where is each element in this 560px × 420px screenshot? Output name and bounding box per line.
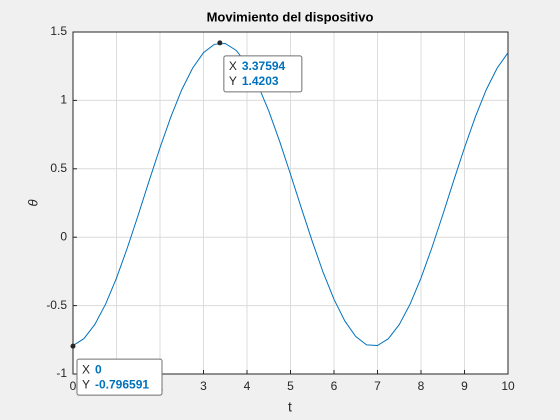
x-tick-label: 5 (287, 379, 294, 393)
axes-box (72, 31, 509, 375)
x-tick-label: 3 (200, 379, 207, 393)
datatip-x-label: X (82, 362, 90, 376)
datatip-box (76, 358, 163, 396)
x-tick-label: 7 (374, 379, 381, 393)
y-tick-label: 0.5 (50, 161, 67, 175)
y-tick-label: 1.5 (50, 24, 67, 38)
series-line (72, 42, 509, 347)
datatip-y-label: Y (82, 377, 90, 391)
x-axis-label: t (288, 399, 292, 415)
datatip-y-label: Y (229, 74, 237, 88)
chart-title: Movimiento del dispositivo (207, 9, 374, 24)
x-tick-label: 9 (461, 379, 468, 393)
y-tick-label: -1 (56, 366, 67, 380)
datatip: X 0Y -0.796591 (76, 358, 163, 396)
datatip-marker (217, 40, 223, 46)
datatip-x-label: X (229, 59, 237, 73)
datatip-y-value: -0.796591 (95, 377, 149, 391)
datatip-box (223, 55, 303, 93)
x-tick-label: 8 (418, 379, 425, 393)
y-tick-label: -0.5 (46, 298, 67, 312)
x-tick-label: 10 (501, 379, 515, 393)
y-axis-label: θ (25, 199, 40, 206)
datatip: X 3.37594 Y 1.4203 (223, 55, 303, 93)
x-tick-label: 0 (70, 379, 77, 393)
datatip-y-value: 1.4203 (242, 74, 279, 88)
y-tick-label: 0 (60, 229, 67, 243)
datatip-marker (70, 343, 76, 349)
x-tick-label: 4 (244, 379, 251, 393)
datatip-x-value: 0 (95, 362, 102, 376)
y-tick-label: 1 (60, 93, 67, 107)
datatip-x-value: 3.37594 (242, 59, 286, 73)
x-tick-label: 6 (331, 379, 338, 393)
